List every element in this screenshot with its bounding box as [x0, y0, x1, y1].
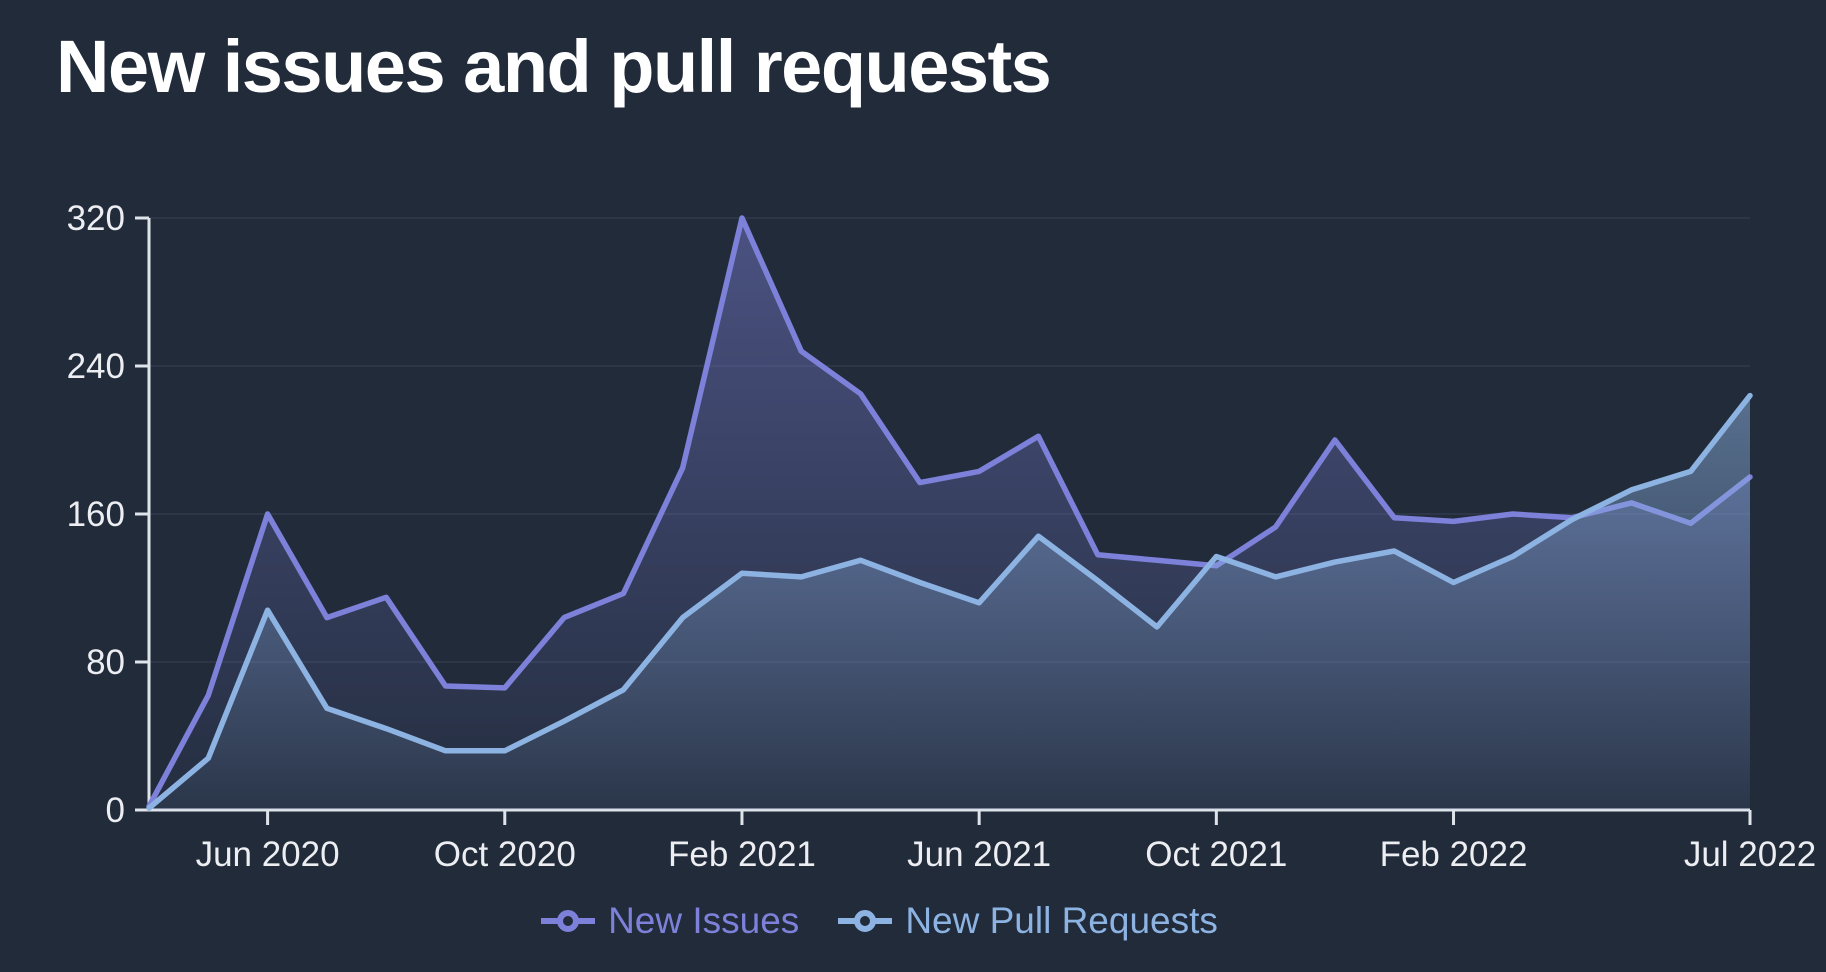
y-axis-tick-label: 0	[106, 791, 125, 830]
axes: 0 80 160 240 320 Jun 2020 Oct 2020 Feb 2021 Jun …	[67, 199, 1817, 874]
legend-label-new-pull-requests: New Pull Requests	[905, 900, 1218, 941]
x-axis-tick-label: Feb 2021	[668, 835, 816, 874]
x-axis-tick-label: Jul 2022	[1684, 835, 1816, 874]
series-line-new-issues	[146, 215, 1753, 810]
line-series-icon	[838, 909, 893, 932]
x-axis-tick-label: Oct 2020	[434, 835, 576, 874]
line-series-icon	[541, 909, 596, 932]
x-axis-tick-label: Feb 2022	[1380, 835, 1528, 874]
legend-item-new-pull-requests[interactable]: New Pull Requests	[837, 902, 1218, 939]
x-axis-tick-label: Oct 2021	[1145, 835, 1287, 874]
y-axis-tick-label: 80	[86, 643, 125, 682]
y-axis-tick-label: 240	[67, 347, 125, 386]
legend-label-new-issues: New Issues	[608, 900, 800, 941]
series-line-new-pull-requests	[146, 392, 1753, 811]
y-axis-tick-label: 160	[67, 495, 125, 534]
x-axis-tick-label: Jun 2020	[196, 835, 340, 874]
y-axis-tick-label: 320	[67, 199, 125, 238]
chart-legend: New Issues New Pull Requests	[0, 902, 1792, 939]
chart-title: New issues and pull requests	[56, 25, 1052, 108]
legend-item-new-issues[interactable]: New Issues	[540, 902, 799, 939]
x-axis-tick-label: Jun 2021	[907, 835, 1051, 874]
series-area-new-pull-requests	[149, 395, 1750, 810]
